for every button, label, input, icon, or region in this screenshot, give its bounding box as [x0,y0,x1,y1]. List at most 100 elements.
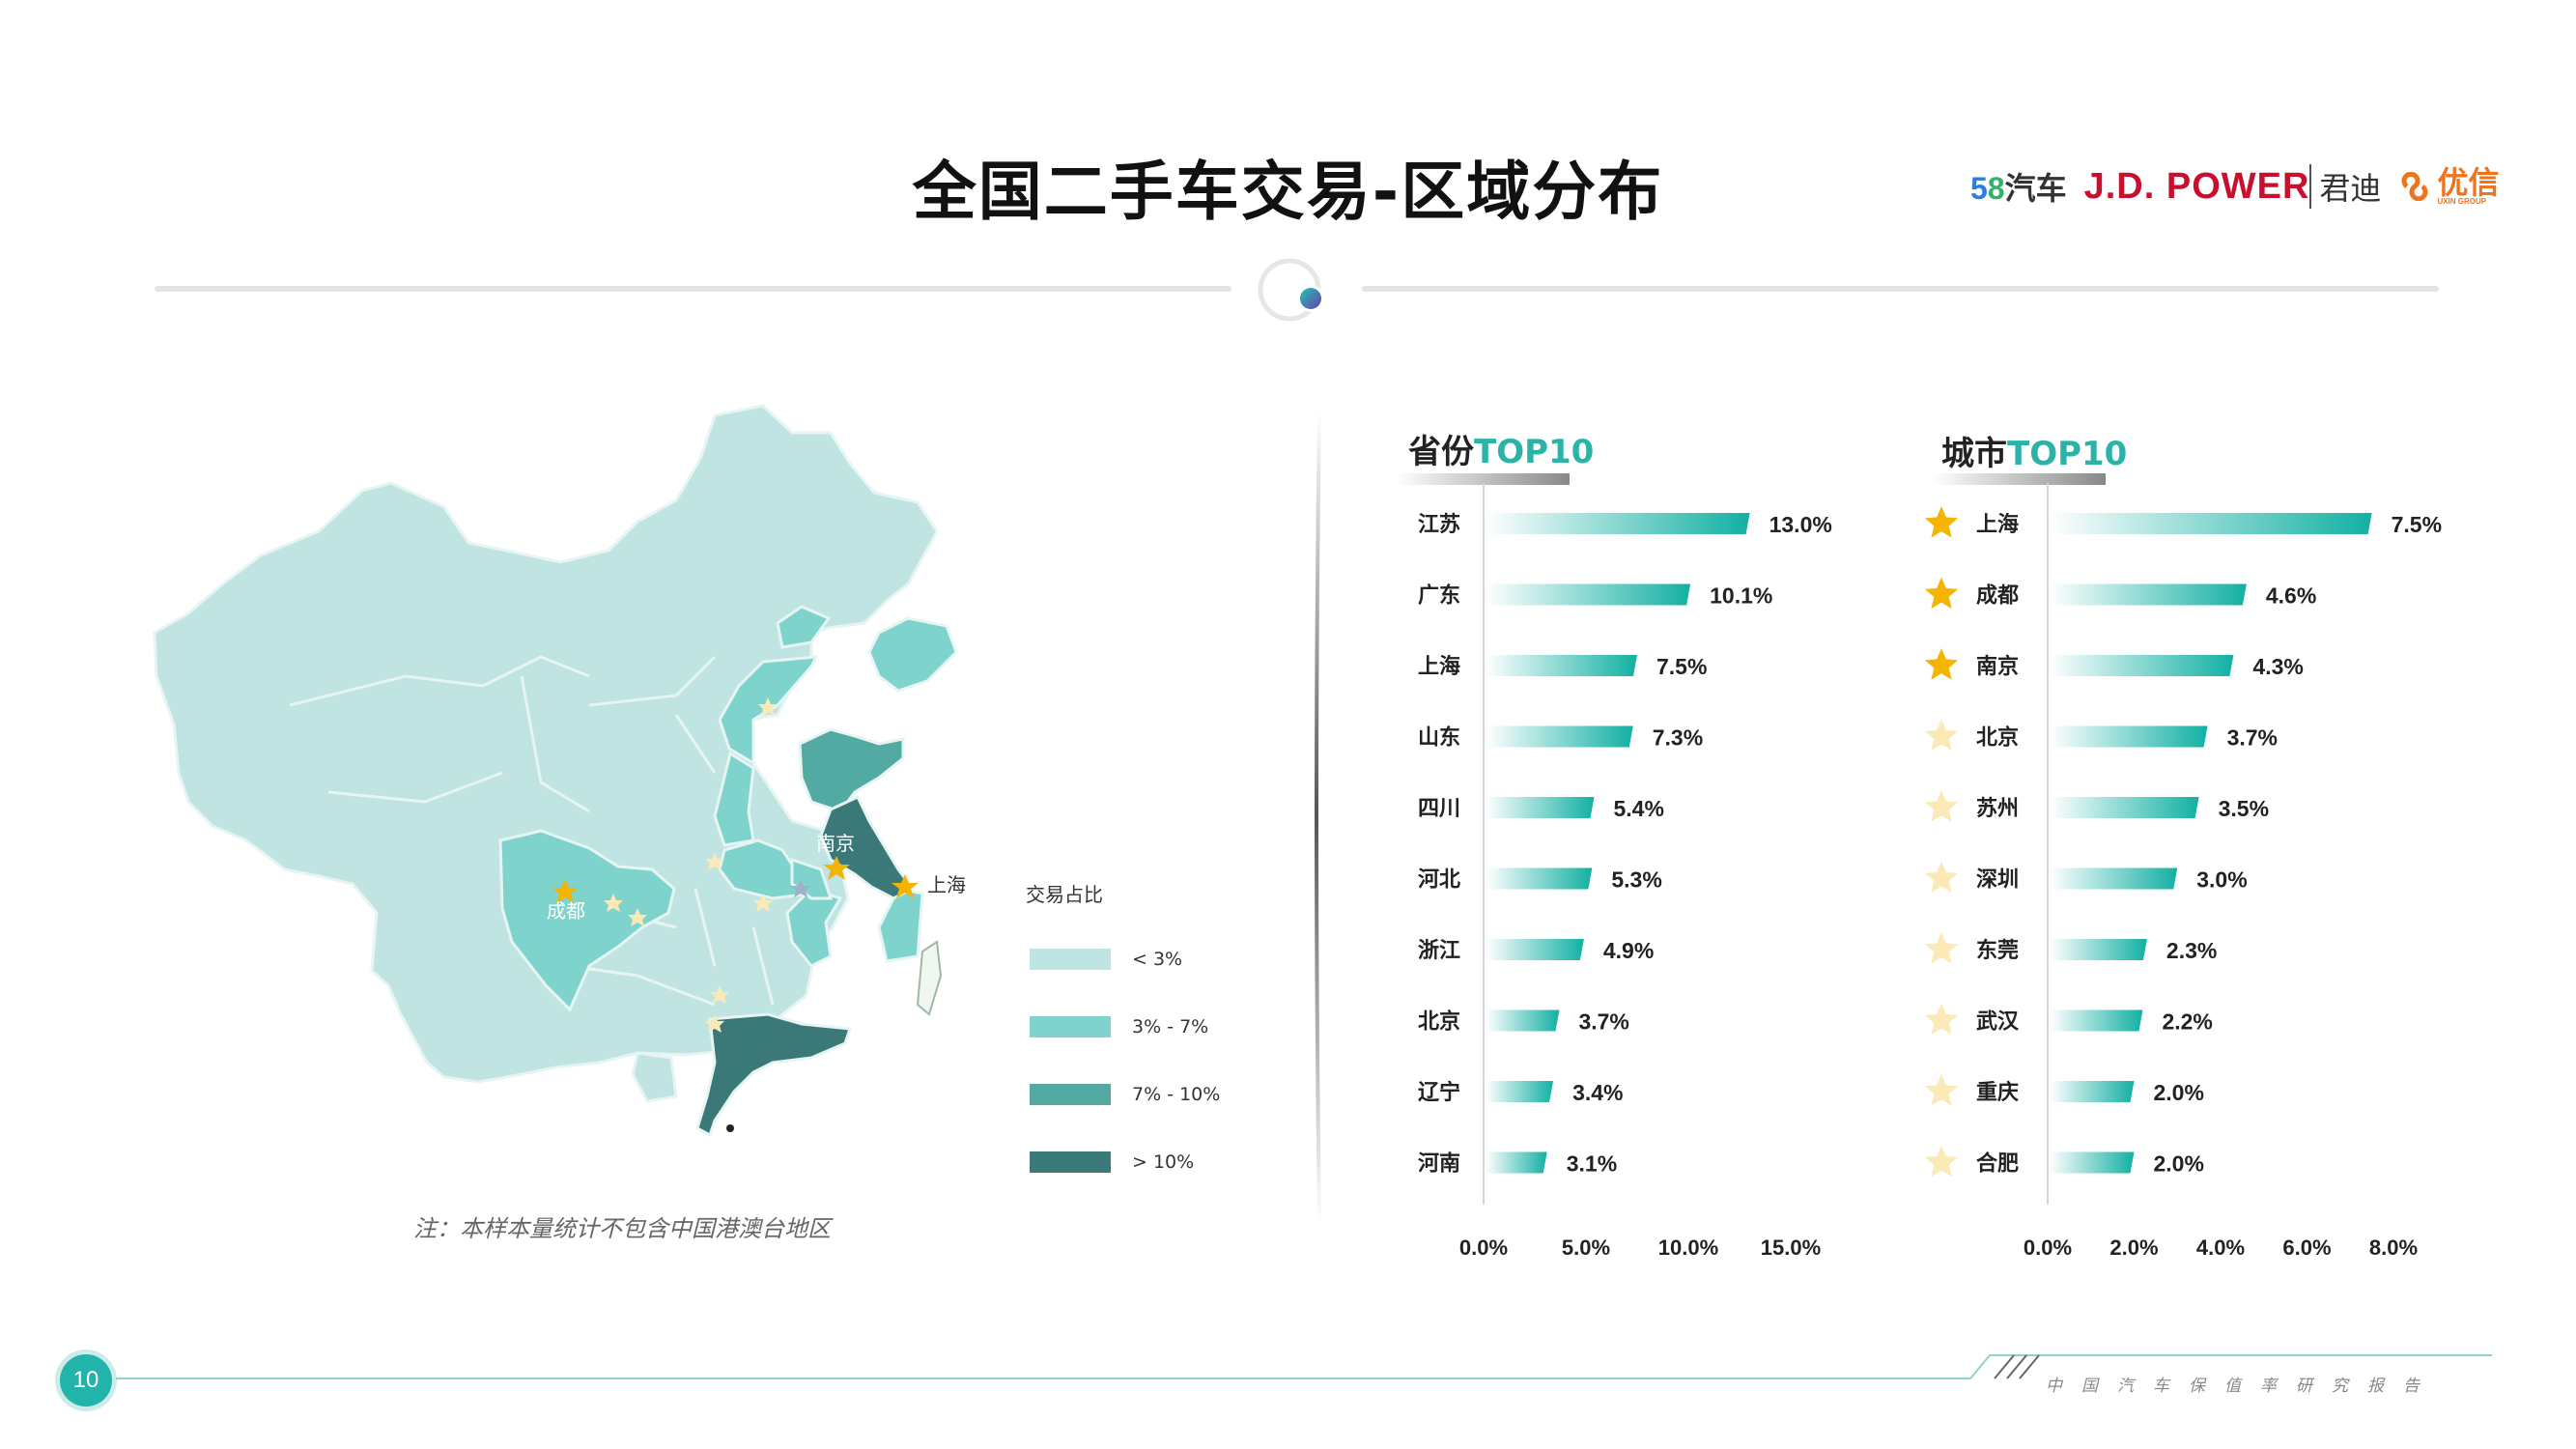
bar-value-label: 3.4% [1572,1080,1623,1105]
bar-value-label: 4.3% [2252,654,2303,679]
rank-star-icon [1924,790,1959,822]
page-title: 全国二手车交易-区域分布 [912,155,1664,229]
rank-star-icon [1924,1003,1959,1036]
category-label: 四川 [1418,797,1460,821]
map-legend: < 3% 3% - 7% 7% - 10% > 10% [1030,925,1220,1196]
category-label: 上海 [1976,512,2019,537]
bar-value-label: 2.2% [2162,1009,2212,1035]
vertical-divider [1315,411,1321,1222]
map-star-icon [758,697,778,716]
category-label: 深圳 [1976,868,2019,893]
category-label: 南京 [1976,654,2019,679]
x-tick-label: 4.0% [2196,1236,2245,1256]
header-rule-left [155,286,1231,292]
bar-value-label: 5.4% [1613,796,1663,821]
category-label: 浙江 [1418,939,1460,963]
legend-swatch [1030,949,1111,970]
rank-star-icon [1924,861,1959,894]
hongkong-dot [726,1124,734,1132]
bar [2050,939,2147,960]
category-label: 江苏 [1418,512,1460,537]
category-label: 河南 [1418,1152,1460,1177]
map-markers [552,697,919,1132]
bar [1486,513,1750,534]
category-label: 武汉 [1976,1010,2020,1035]
x-tick-label: 8.0% [2369,1236,2418,1256]
bar [2050,797,2199,818]
star-shanghai-icon [892,874,919,898]
x-tick-label: 5.0% [1562,1236,1610,1256]
province-bar-chart: 江苏 13.0% 广东 10.1% 上海 7.5% 山东 7.3% 四川 5.4% 河北 5.3% 浙江… [1418,483,1832,1256]
header-ornament-icon [1258,258,1324,322]
bar-value-label: 3.1% [1567,1151,1617,1177]
bar-value-label: 4.9% [1603,938,1654,963]
bar-value-label: 7.5% [1656,654,1707,679]
category-label: 上海 [1418,654,1460,679]
star-chengdu-icon [552,879,579,903]
legend-swatch [1030,1151,1111,1173]
bar [1486,1081,1554,1102]
bar-value-label: 2.3% [2166,938,2217,963]
rank-star-icon [1924,932,1959,964]
bar [2050,1151,2135,1174]
logo-youxin: 优信 UXIN GROUP [2398,167,2499,206]
map-label-chengdu: 成都 [547,899,585,923]
category-label: 合肥 [1976,1151,2019,1177]
map-star-icon [791,879,810,897]
x-tick-label: 0.0% [1459,1236,1508,1256]
brand-logos: 58汽车 J.D. POWER 君迪 优信 UXIN GROUP [1970,162,2499,211]
city-title-underline [1932,473,2106,485]
legend-item: < 3% [1030,925,1220,993]
logo-58car: 58汽车 [1970,171,2067,206]
bar [1486,867,1593,890]
category-label: 河北 [1418,868,1460,893]
city-chart-title: 城市TOP10 [1941,435,2128,473]
bar-value-label: 3.7% [2227,725,2278,751]
bar-value-label: 7.5% [2392,512,2442,537]
x-tick-label: 15.0% [1761,1236,1821,1256]
star-nanjing-icon [823,856,850,880]
bar-value-label: 7.3% [1653,725,1703,751]
rank-star-icon [1924,1074,1959,1106]
province-title-underline [1396,473,1570,485]
china-map: 成都 南京 上海 [153,404,966,1138]
legend-item: 7% - 10% [1030,1061,1220,1128]
bar-value-label: 3.7% [1578,1009,1628,1035]
map-star-icon [628,908,647,926]
header-rule-right [1362,286,2439,292]
category-label: 东莞 [1976,938,2019,963]
map-note: 注：本样本量统计不包含中国港澳台地区 [413,1215,831,1242]
rank-star-icon [1924,506,1959,538]
category-label: 广东 [1418,583,1460,609]
category-label: 北京 [1418,1009,1460,1035]
map-region-7-10 [798,727,905,813]
rank-star-icon [1924,719,1959,752]
bar [2050,725,2208,748]
category-label: 重庆 [1976,1080,2019,1105]
bar [2050,1009,2143,1032]
bar [2050,867,2178,890]
bar-value-label: 5.3% [1611,867,1661,893]
bar-value-label: 10.1% [1710,583,1772,609]
legend-item: 3% - 7% [1030,993,1220,1061]
x-tick-label: 10.0% [1658,1236,1718,1256]
legend-swatch [1030,1016,1111,1037]
category-label: 苏州 [1976,796,2019,821]
map-label-nanjing: 南京 [816,832,855,855]
map-star-icon [753,894,773,912]
bar-value-label: 13.0% [1769,512,1832,537]
category-label: 山东 [1418,725,1460,751]
footer-rule [116,1354,2492,1379]
map-label-shanghai: 上海 [927,873,966,896]
legend-item: > 10% [1030,1128,1220,1196]
map-star-icon [604,894,623,912]
bar-value-label: 2.0% [2154,1151,2204,1177]
x-tick-label: 6.0% [2282,1236,2331,1256]
bar [2050,1081,2135,1102]
map-region-over-10 [695,795,916,1138]
x-tick-label: 2.0% [2109,1236,2158,1256]
map-star-icon [705,1014,724,1033]
bar [1486,583,1691,606]
bar [2050,655,2234,676]
rank-star-icon [1924,648,1959,680]
